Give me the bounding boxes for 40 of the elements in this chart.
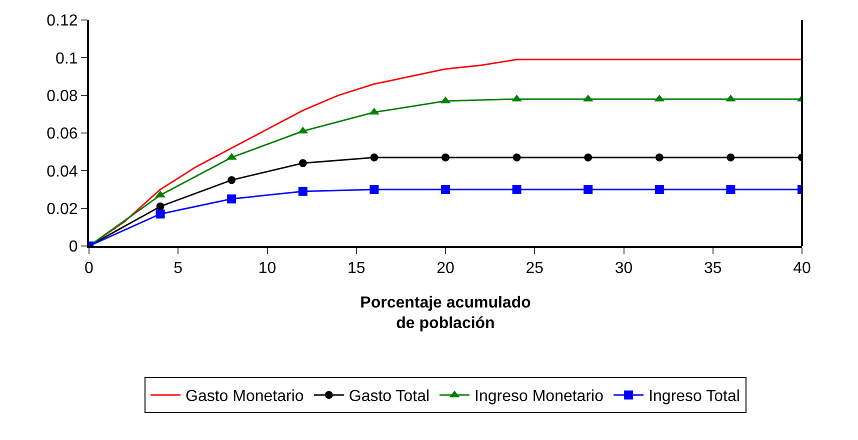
legend-label: Ingreso Monetario <box>474 388 604 406</box>
point <box>298 186 308 196</box>
y-tick-label: 0.02 <box>46 200 78 218</box>
point <box>584 185 593 194</box>
y-tick-label: 0.08 <box>46 88 78 105</box>
point <box>654 185 664 194</box>
legend-label: Ingreso Total <box>648 388 740 406</box>
x-tick-label: 15 <box>347 260 366 278</box>
point <box>156 202 164 210</box>
y-tick-label: 0.12 <box>46 12 78 30</box>
x-tick-label: 5 <box>174 260 183 278</box>
y-tick-label: 0.04 <box>46 163 78 180</box>
y-tick-label: 0.1 <box>56 50 78 68</box>
point <box>726 185 736 194</box>
x-tick-label: 35 <box>704 260 722 278</box>
y-tick-label: 0 <box>68 238 78 256</box>
legend-label: Gasto Total <box>348 388 430 406</box>
x-tick-label: 0 <box>84 260 94 278</box>
point <box>441 185 450 194</box>
x-tick-label: 10 <box>258 260 276 278</box>
legend-label: Gasto Monetario <box>186 388 304 406</box>
point <box>512 153 521 162</box>
x-tick-label: 40 <box>793 260 811 278</box>
point <box>370 185 379 194</box>
point <box>156 209 165 218</box>
x-tick-label: 30 <box>614 260 633 278</box>
point <box>228 176 236 184</box>
y-tick-label: 0.06 <box>46 126 78 143</box>
x-axis-title: Porcentaje acumulado de población <box>360 294 532 332</box>
point <box>584 153 592 162</box>
point <box>227 194 236 204</box>
point <box>369 108 380 115</box>
point <box>442 153 450 162</box>
point <box>512 185 522 194</box>
point <box>370 153 378 162</box>
point <box>655 153 664 162</box>
point <box>298 159 307 168</box>
x-tick-label: 20 <box>436 260 454 278</box>
point <box>726 153 735 162</box>
x-tick-label: 25 <box>526 260 544 278</box>
